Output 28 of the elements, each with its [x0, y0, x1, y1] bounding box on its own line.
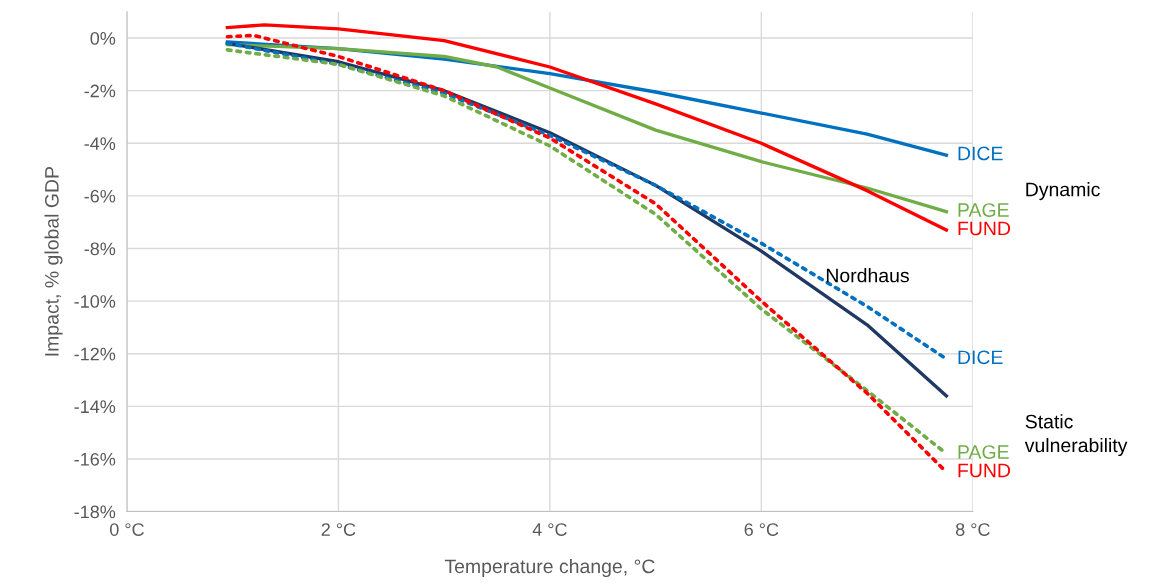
y-tick-label: -2%	[84, 84, 116, 98]
y-tick-label: -16%	[74, 452, 116, 466]
text: Static vulnerability	[1024, 414, 1128, 457]
x-tick-label: 2 °C	[321, 523, 356, 536]
y-tick-label: -12%	[74, 347, 116, 361]
series-label: DICE	[958, 146, 1003, 161]
line-series	[225, 23, 949, 232]
series-label: FUND	[958, 221, 1011, 236]
y-tick-label: -8%	[84, 242, 116, 256]
y-tick-label: -10%	[74, 295, 116, 308]
x-axis-title: Temperature change, °C	[444, 558, 655, 578]
x-tick-label: 8 °C	[955, 523, 990, 536]
y-tick-label: -18%	[74, 505, 116, 519]
annotation: Nordhaus	[826, 268, 909, 283]
x-tick-label: 0 °C	[109, 523, 144, 536]
series-label: PAGE	[958, 445, 1009, 459]
y-tick-label: 0%	[90, 32, 116, 45]
text: Dynamic	[1026, 182, 1100, 201]
line-series	[225, 42, 949, 214]
y-tick-label: -14%	[74, 400, 116, 413]
y-tick-label: -4%	[84, 137, 116, 150]
series-label: DICE	[958, 350, 1003, 365]
y-axis-title: Impact, % global GDP	[44, 167, 63, 356]
x-tick-label: 4 °C	[532, 523, 567, 536]
y-tick-label: -6%	[84, 189, 116, 203]
x-tick-label: 6 °C	[744, 523, 779, 536]
series-label: FUND	[958, 463, 1011, 478]
series-label: PAGE	[958, 203, 1009, 217]
